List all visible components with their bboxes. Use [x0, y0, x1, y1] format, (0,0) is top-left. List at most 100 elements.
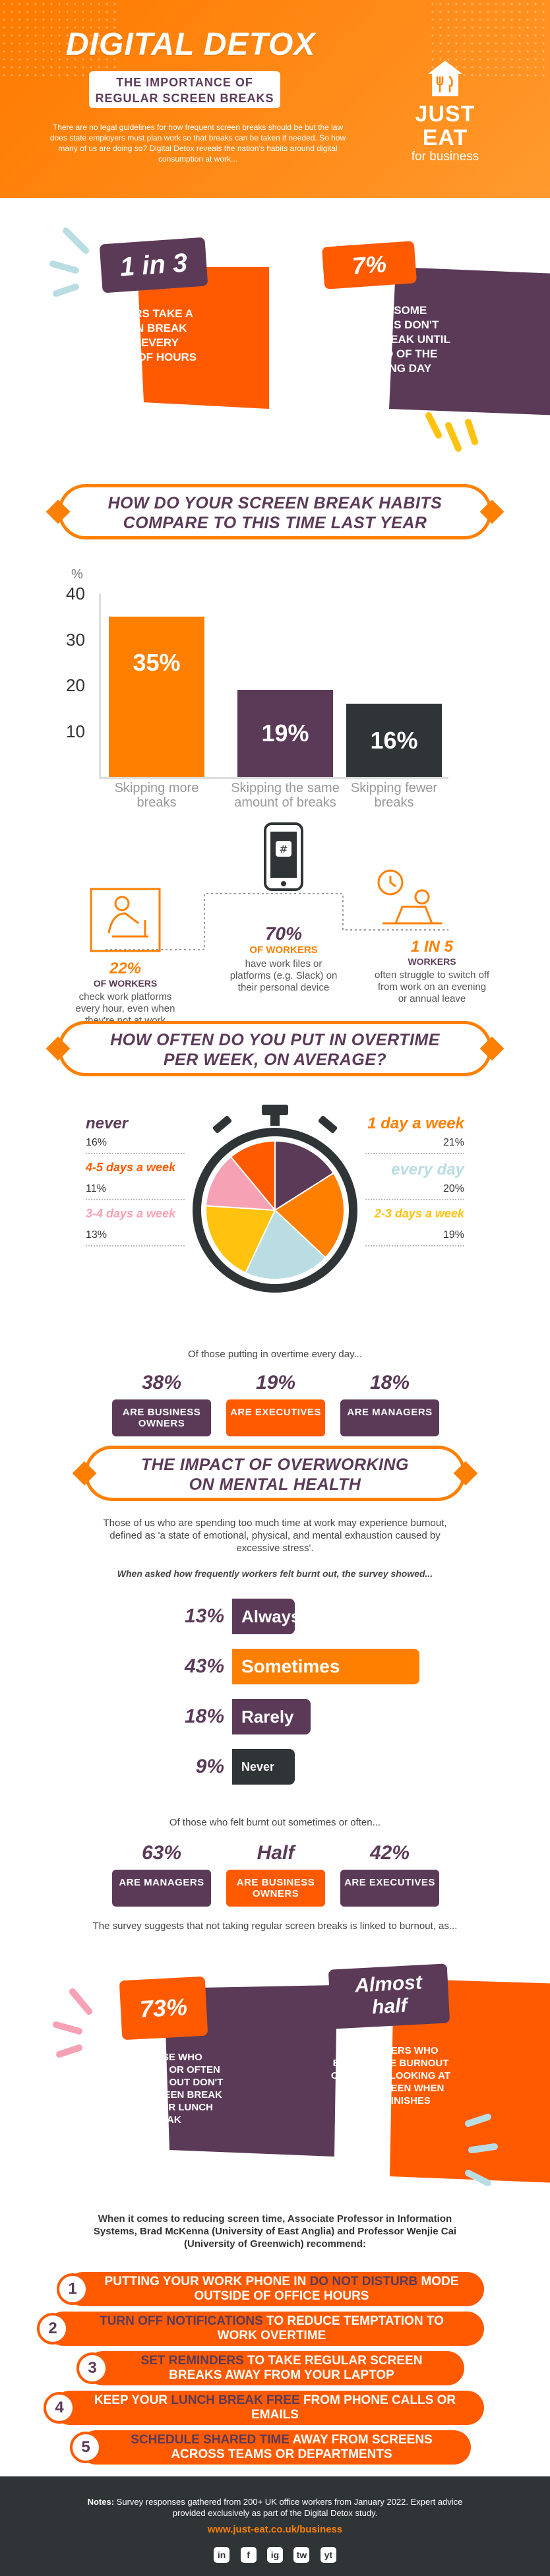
stat-of: OF WORKERS [93, 978, 158, 989]
footer-url[interactable]: www.just-eat.co.uk/business [207, 2524, 343, 2535]
stat-of: WORKERS [408, 956, 456, 967]
brand-logo[interactable]: JUST EAT for business [392, 59, 498, 164]
legend-divider [86, 1245, 185, 1246]
notes-label: Notes: [87, 2497, 115, 2507]
pie-slices [205, 1140, 345, 1280]
device-stat-mid: 70% OF WORKERS have work files or platfo… [224, 923, 343, 994]
recommend-text: PUTTING YOUR WORK PHONE IN [104, 2275, 310, 2288]
facebook-icon[interactable]: f [240, 2547, 257, 2563]
stat-text: WORKERS TAKE A SCREEN BREAK ONCE EVERY C… [87, 307, 197, 363]
card-shape [389, 267, 550, 415]
legend-value: 21% [443, 1137, 464, 1148]
recommend-highlight: DO NOT DISTURB [309, 2275, 418, 2288]
stat-badge: 1 in 3 [99, 237, 208, 293]
clock-laptop-icon [377, 869, 442, 925]
recommend-item: 3 SET REMINDERS TO TAKE REGULAR SCREEN BR… [76, 2351, 464, 2385]
everyday-breakdown: 38% 19% 18% ARE BUSINESS OWNERS ARE EXEC… [0, 1372, 550, 1451]
phone-icon: # [264, 822, 303, 891]
habits-chart: % 40 30 20 10 35% Skipping more breaks 19% Ski… [0, 561, 550, 824]
burnout-bar: Sometimes [232, 1649, 419, 1684]
legend-divider [86, 1153, 185, 1154]
stat-pct: 1 IN 5 [410, 938, 454, 956]
linkedin-icon[interactable]: in [214, 2547, 230, 2563]
stats-section: 1 in 3 WORKERS TAKE A SCREEN BREAK ONCE … [0, 198, 550, 475]
breakdown-pill-executives: ARE EXECUTIVES [226, 1399, 325, 1436]
bar-value-label: 16% [370, 726, 418, 754]
y-tick-label: 40 [66, 584, 85, 603]
instagram-icon[interactable]: ig [267, 2547, 283, 2563]
recommend-highlight: SET REMINDERS [140, 2354, 244, 2368]
y-axis-label: % [71, 567, 83, 582]
youtube-icon[interactable]: yt [320, 2547, 336, 2563]
pie-slice [229, 1140, 276, 1212]
burnout-bar: Never [232, 1749, 295, 1785]
stopwatch-pie [193, 1105, 357, 1293]
pie-slice [205, 1155, 277, 1211]
recommend-item: 4 KEEP YOUR LUNCH BREAK FREE FROM PHONE C… [44, 2391, 484, 2425]
pie-slice [274, 1140, 335, 1211]
breakdown-pct: Half [257, 1842, 295, 1864]
burnout-card-right: Almost half OF WORKERS WHO EXPERIENCE BU… [303, 1963, 550, 2183]
link-text: The survey suggests that not taking regu… [92, 1920, 458, 1932]
burnout-section: Those of us who are spending too much ti… [0, 1517, 550, 1926]
section-heading: THE IMPACT OF OVERWORKING ON MENTAL HEAL… [88, 1449, 462, 1494]
breakdown-pill-managers: ARE MANAGERS [340, 1399, 439, 1436]
burnout-row: 9% Never [165, 1749, 429, 1785]
stat-badge: Almost half [328, 1963, 450, 2029]
legend-label: 1 day a week [367, 1115, 464, 1132]
burnout-row: 13% Always [165, 1599, 429, 1634]
stat-card-right: 7% WHILE SOME WORKERS DON'T TAKE A BREAK… [303, 241, 550, 415]
x-axis-line [99, 777, 448, 779]
recommend-text: KEEP YOUR [94, 2393, 171, 2407]
house-cutlery-icon [428, 61, 462, 96]
recommend-number: 2 [37, 2313, 69, 2345]
legend-label: 3-4 days a week [86, 1207, 176, 1220]
stat-desc: check work platforms every hour, even wh… [75, 991, 175, 1026]
stat-text: WHILE SOME WORKERS DON'T TAKE A BREAK UN… [331, 304, 450, 375]
recommend-text: TO REDUCE TEMPTATION TO WORK OVERTIME [217, 2314, 444, 2343]
heading-line-2: ON MENTAL HEALTH [189, 1475, 361, 1494]
breakdown-pct: 38% [141, 1372, 182, 1394]
burnout-label: Always [241, 1607, 301, 1626]
heading-line-2: COMPARE TO THIS TIME LAST YEAR [123, 514, 427, 532]
pie-slice [244, 1209, 326, 1280]
recommend-text: FROM PHONE CALLS OR EMAILS [251, 2393, 456, 2422]
legend-label: 4-5 days a week [86, 1161, 176, 1174]
breakdown-pill-owners: ARE BUSINESS OWNERS [226, 1870, 325, 1907]
section-heading: HOW DO YOUR SCREEN BREAK HABITS COMPARE … [61, 487, 489, 533]
person-desk-icon [90, 888, 161, 952]
recommend-item: 5 SCHEDULE SHARED TIME AWAY FROM SCREENS … [70, 2430, 471, 2465]
burnout-pct: 13% [184, 1605, 224, 1627]
burnout-row: 18% Rarely [165, 1699, 429, 1734]
legend-label: never [86, 1115, 129, 1132]
breakdown-pill-owners: ARE BUSINESS OWNERS [112, 1399, 211, 1436]
stat-of: OF WORKERS [249, 944, 318, 956]
device-stat-right: 1 IN 5 WORKERS often struggle to switch … [373, 938, 491, 1005]
legend-value: 16% [86, 1137, 107, 1148]
devices-section: # 22% OF WORKERS check work platforms ev… [0, 818, 550, 1042]
legend-value: 11% [86, 1183, 106, 1194]
recommend-number: 5 [70, 2432, 102, 2463]
connector-line [106, 893, 448, 950]
burnout-label: Never [241, 1760, 275, 1773]
y-tick-label: 10 [66, 721, 85, 741]
pie-slice [205, 1205, 276, 1274]
burnout-bar: Always [232, 1599, 301, 1634]
recommend-number: 4 [44, 2392, 75, 2424]
burnout-cards: 73% OF THOSE WHO SOMETIMES OR OFTEN FEEL… [0, 1952, 550, 2209]
breakdown-pct: 19% [255, 1372, 296, 1394]
social-links: in f ig tw yt [0, 2547, 550, 2563]
stat-desc: have work files or platforms (e.g. Slack… [229, 958, 338, 993]
dot-pattern [0, 0, 119, 79]
stat-text: OF THOSE WHO SOMETIMES OR OFTEN FEEL BUR… [104, 2052, 224, 2126]
recommend-text: TO TAKE REGULAR SCREEN BREAKS AWAY FROM … [169, 2354, 423, 2382]
twitter-icon[interactable]: tw [293, 2547, 310, 2563]
card-shape [137, 267, 269, 409]
recommend-item: 2 TURN OFF NOTIFICATIONS TO REDUCE TEMPTA… [37, 2312, 484, 2346]
legend-value: 13% [86, 1229, 107, 1241]
heading-line-1: HOW OFTEN DO YOU PUT IN OVERTIME [110, 1031, 440, 1049]
breakdown-pct: 63% [141, 1842, 182, 1864]
burnout-card-left: 73% OF THOSE WHO SOMETIMES OR OFTEN FEEL… [78, 1976, 337, 2157]
stat-badge: 7% [321, 241, 417, 290]
rays-decoration [425, 412, 478, 452]
